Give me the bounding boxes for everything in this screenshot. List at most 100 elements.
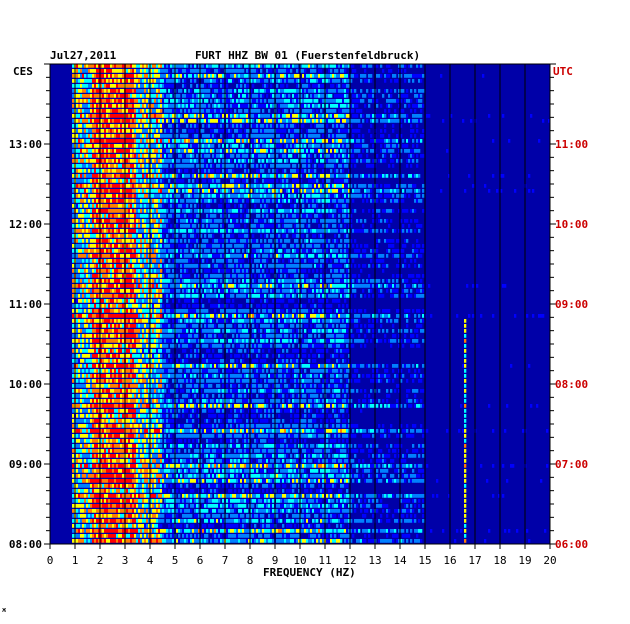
spectrogram-cell	[222, 64, 225, 68]
spectrogram-cell	[392, 209, 395, 213]
spectrogram-cell	[262, 224, 265, 228]
spectrogram-cell	[104, 74, 107, 78]
spectrogram-cell	[100, 214, 103, 218]
spectrogram-cell	[126, 104, 129, 108]
spectrogram-cell	[208, 224, 211, 228]
spectrogram-cell	[272, 129, 275, 133]
spectrogram-cell	[318, 94, 321, 98]
spectrogram-cell	[234, 194, 237, 198]
spectrogram-cell	[308, 114, 311, 118]
spectrogram-cell	[366, 114, 369, 118]
spectrogram-cell	[298, 229, 301, 233]
spectrogram-cell	[392, 74, 395, 78]
spectrogram-cell	[294, 169, 297, 173]
spectrogram-cell	[226, 164, 229, 168]
spectrogram-cell	[178, 124, 181, 128]
spectrogram-cell	[114, 159, 117, 163]
spectrogram-cell	[188, 149, 191, 153]
spectrogram-cell	[176, 169, 179, 173]
spectrogram-cell	[152, 174, 155, 178]
spectrogram-cell	[164, 184, 167, 188]
spectrogram-cell	[342, 139, 345, 143]
spectrogram-cell	[78, 199, 81, 203]
spectrogram-cell	[368, 184, 371, 188]
spectrogram-cell	[192, 154, 195, 158]
spectrogram-cell	[192, 134, 195, 138]
spectrogram-cell	[156, 79, 159, 83]
spectrogram-cell	[352, 129, 355, 133]
spectrogram-cell	[392, 144, 395, 148]
spectrogram-cell	[336, 184, 339, 188]
spectrogram-cell	[362, 184, 365, 188]
spectrogram-cell	[202, 74, 205, 78]
spectrogram-cell	[260, 204, 263, 208]
spectrogram-cell	[192, 169, 195, 173]
spectrogram-cell	[198, 169, 201, 173]
spectrogram-cell	[292, 134, 295, 138]
spectrogram-cell	[138, 84, 141, 88]
spectrogram-cell	[238, 104, 241, 108]
spectrogram-cell	[308, 159, 311, 163]
spectrogram-cell	[304, 109, 307, 113]
spectrogram-cell	[366, 64, 369, 68]
spectrogram-cell	[222, 74, 225, 78]
spectrogram-cell	[146, 74, 149, 78]
spectrogram-cell	[198, 149, 201, 153]
spectrogram-cell	[282, 129, 285, 133]
spectrogram-cell	[118, 234, 121, 238]
spectrogram-cell	[112, 104, 115, 108]
spectrogram-cell	[376, 64, 379, 68]
spectrogram-cell	[342, 219, 345, 223]
spectrogram-cell	[254, 224, 257, 228]
spectrogram-cell	[300, 174, 303, 178]
spectrogram-cell	[410, 159, 413, 163]
spectrogram-cell	[146, 149, 149, 153]
spectrogram-cell	[398, 209, 401, 213]
spectrogram-cell	[412, 144, 415, 148]
spectrogram-cell	[172, 189, 175, 193]
spectrogram-cell	[100, 139, 103, 143]
spectrogram-cell	[150, 229, 153, 233]
spectrogram-cell	[276, 139, 279, 143]
spectrogram-cell	[236, 134, 239, 138]
spectrogram-cell	[266, 139, 269, 143]
spectrogram-cell	[142, 189, 145, 193]
spectrogram-cell	[122, 224, 125, 228]
spectrogram-cell	[152, 79, 155, 83]
spectrogram-cell	[296, 99, 299, 103]
spectrogram-cell	[292, 159, 295, 163]
spectrogram-cell	[210, 124, 213, 128]
spectrogram-cell	[236, 129, 239, 133]
spectrogram-cell	[338, 139, 341, 143]
spectrogram-cell	[72, 144, 75, 148]
spectrogram-cell	[344, 119, 347, 123]
spectrogram-cell	[110, 149, 113, 153]
spectrogram-cell	[356, 189, 359, 193]
spectrogram-cell	[122, 104, 125, 108]
spectrogram-cell	[90, 69, 93, 73]
spectrogram-cell	[248, 149, 251, 153]
spectrogram-cell	[256, 69, 259, 73]
spectrogram-cell	[226, 174, 229, 178]
spectrogram-cell	[186, 219, 189, 223]
spectrogram-cell	[416, 139, 419, 143]
spectrogram-cell	[106, 179, 109, 183]
spectrogram-cell	[152, 69, 155, 73]
spectrogram-cell	[294, 204, 297, 208]
spectrogram-cell	[308, 64, 311, 68]
spectrogram-cell	[228, 129, 231, 133]
spectrogram-cell	[128, 184, 131, 188]
spectrogram-cell	[322, 159, 325, 163]
spectrogram-cell	[422, 104, 425, 108]
spectrogram-cell	[170, 224, 173, 228]
spectrogram-cell	[96, 114, 99, 118]
spectrogram-cell	[244, 234, 247, 238]
spectrogram-cell	[270, 159, 273, 163]
spectrogram-cell	[110, 179, 113, 183]
spectrogram-cell	[286, 109, 289, 113]
spectrogram-cell	[82, 64, 85, 68]
spectrogram-cell	[214, 219, 217, 223]
spectrogram-cell	[194, 114, 197, 118]
spectrogram-cell	[132, 164, 135, 168]
spectrogram-cell	[164, 134, 167, 138]
